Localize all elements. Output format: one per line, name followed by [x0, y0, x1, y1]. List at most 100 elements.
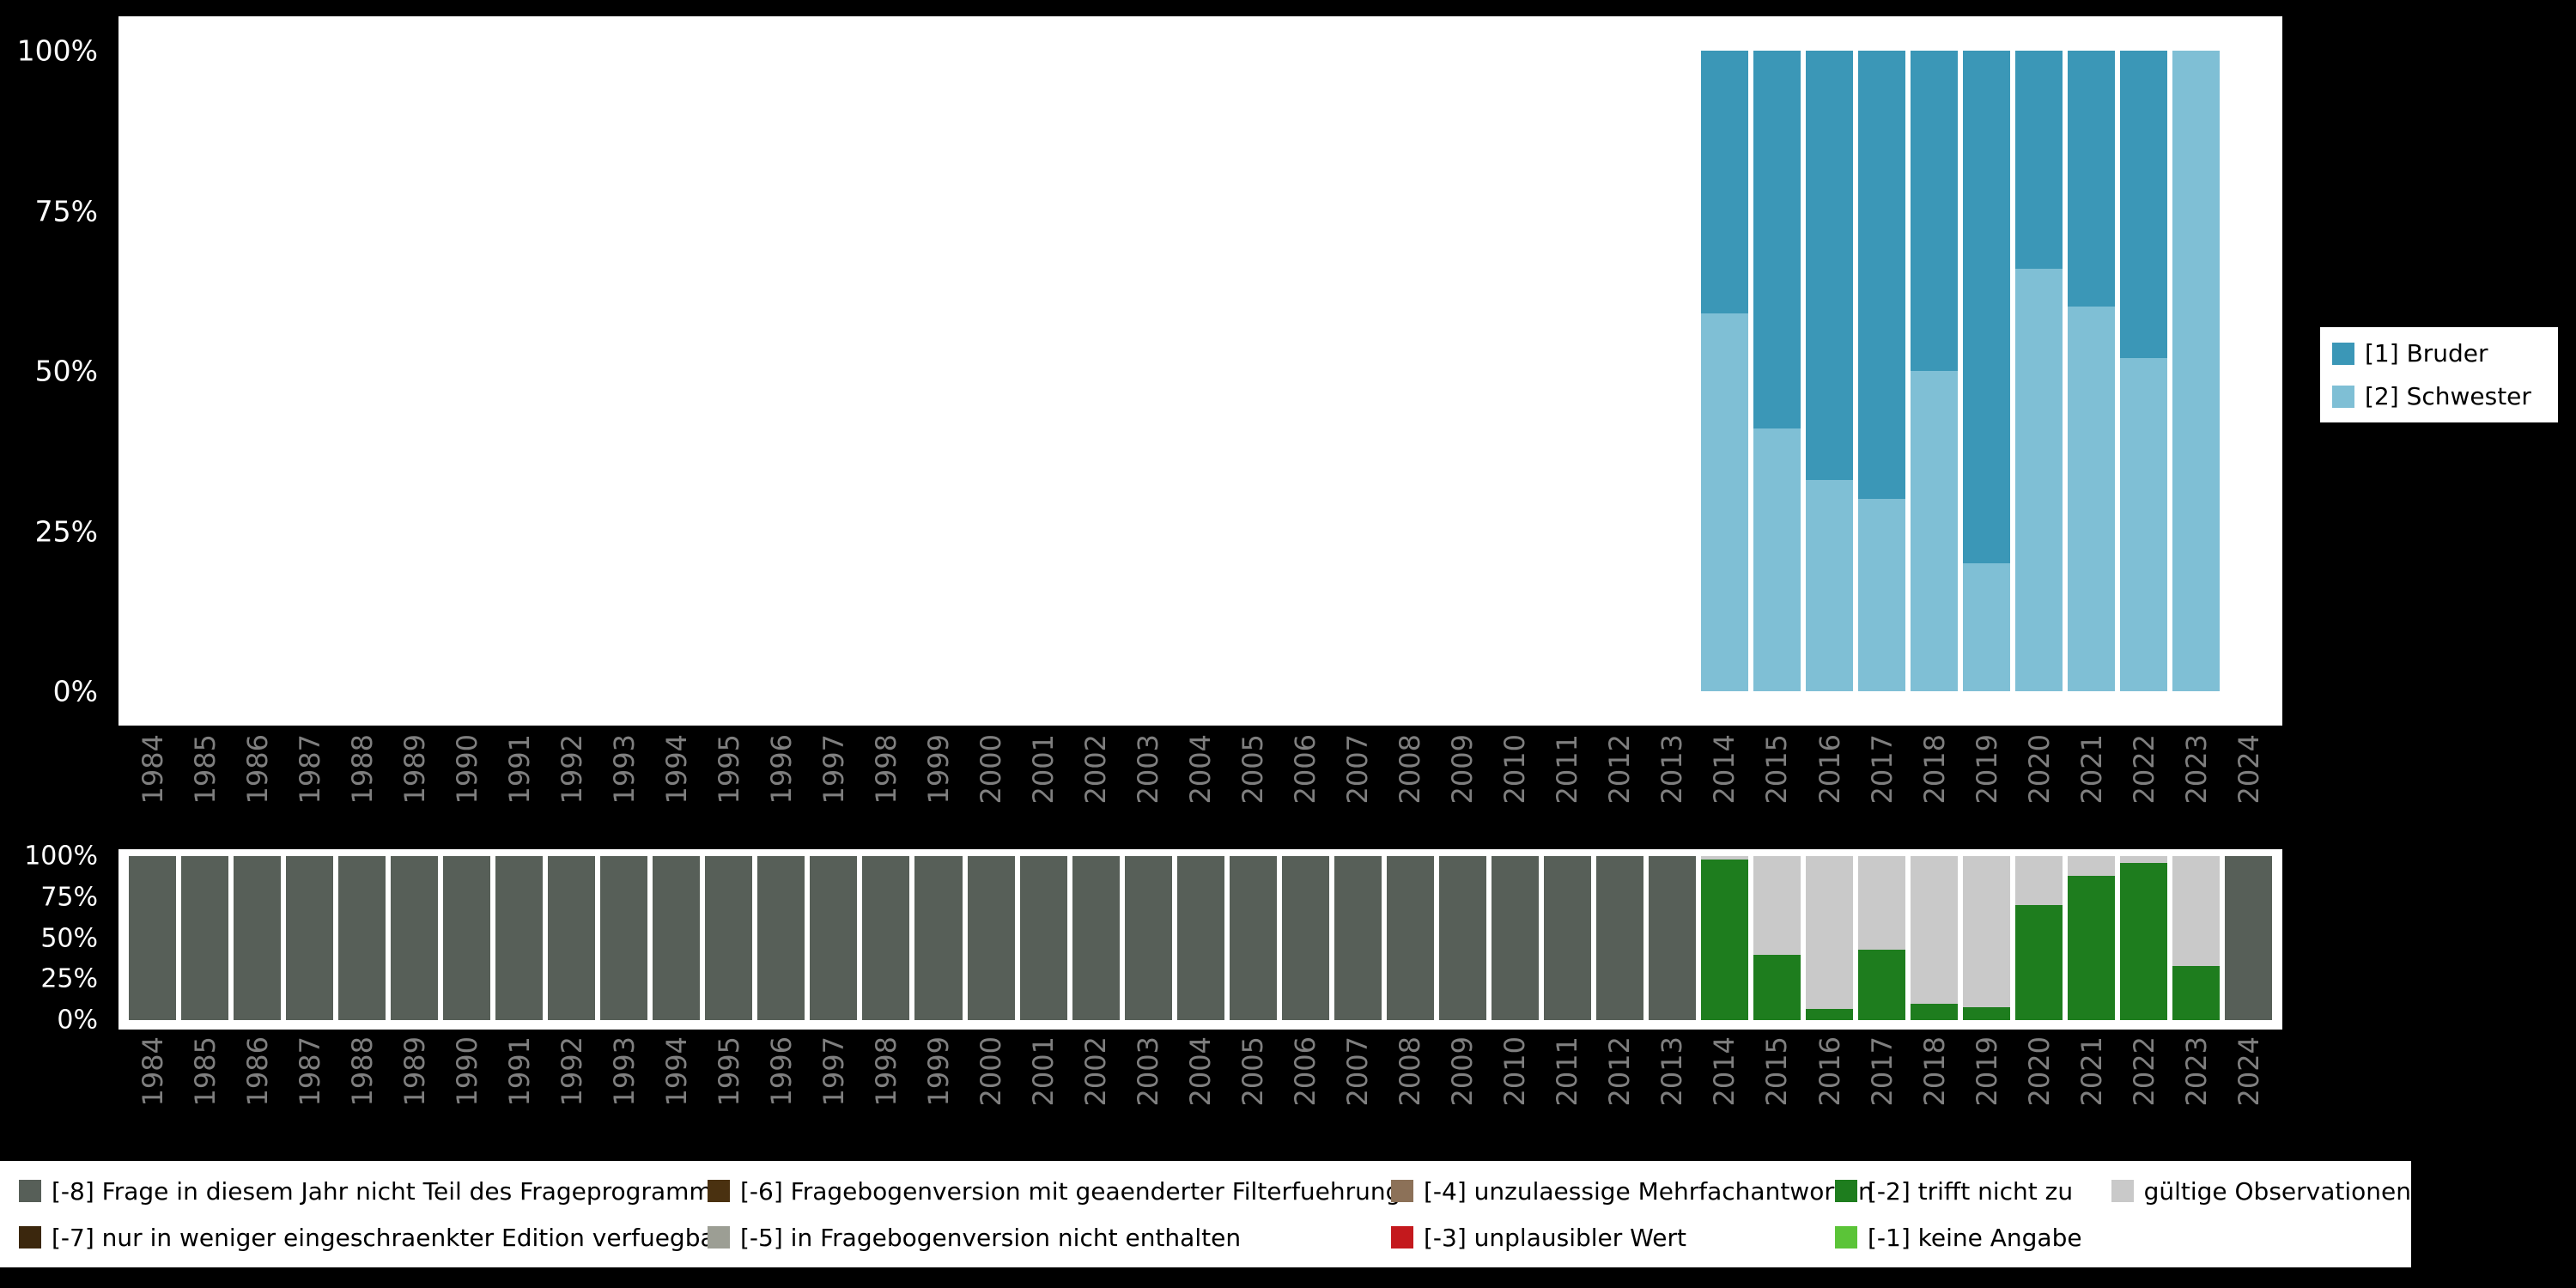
legend-column-2: [-6] Fragebogenversion mit geaenderter F…	[708, 1173, 1400, 1255]
legend-swatch-m8	[19, 1180, 41, 1202]
x-tick-2011: 2011	[1544, 731, 1591, 851]
bar-1989	[391, 856, 439, 1020]
bar-2017	[1858, 51, 1906, 691]
bar-1985	[181, 51, 228, 691]
legend-label: [-4] unzulaessige Mehrfachantworten	[1424, 1176, 1874, 1206]
legend-column-5: gültige Observationen	[2111, 1173, 2411, 1209]
year-label: 2007	[1341, 1036, 1375, 1107]
x-tick-2007: 2007	[1334, 731, 1382, 851]
bar-1988	[338, 51, 386, 691]
bar-2021	[2068, 51, 2116, 691]
bar-2017	[1858, 856, 1906, 1020]
year-label: 2004	[1184, 734, 1218, 805]
x-tick-1999: 1999	[914, 1033, 962, 1153]
bar-2012	[1595, 856, 1643, 1020]
bar-1999	[914, 51, 962, 691]
year-label: 2019	[1970, 1036, 2003, 1107]
y-axis-tick-label: 75%	[40, 882, 98, 913]
bar-2023	[2172, 856, 2221, 1020]
year-label: 2019	[1970, 734, 2003, 805]
bar-segment-gueltige-observationen	[1963, 856, 2011, 1007]
x-tick-1998: 1998	[862, 1033, 909, 1153]
bar-segment-nicht-teil-des-frageprogramms	[338, 856, 386, 1020]
y-axis-tick-label: 25%	[40, 963, 98, 994]
bar-segment-schwester	[1911, 371, 1959, 691]
bar-2024	[2225, 856, 2273, 1020]
bar-segment-gueltige-observationen	[2068, 856, 2116, 876]
x-tick-2019: 2019	[1963, 1033, 2010, 1153]
bar-segment-trifft-nicht-zu	[1753, 954, 1801, 1020]
bar-2006	[1281, 856, 1329, 1020]
bar-2009	[1438, 856, 1486, 1020]
bar-2022	[2120, 856, 2168, 1020]
year-label: 1990	[450, 734, 483, 805]
year-label: 1988	[345, 1036, 379, 1107]
bar-segment-nicht-teil-des-frageprogramms	[391, 856, 439, 1020]
legend-item: [-7] nur in weniger eingeschraenkter Edi…	[19, 1219, 725, 1255]
bar-1995	[705, 51, 752, 691]
x-tick-1984: 1984	[129, 1033, 176, 1153]
year-label: 1996	[764, 734, 798, 805]
bar-segment-schwester	[1753, 428, 1801, 691]
x-tick-2016: 2016	[1806, 1033, 1853, 1153]
y-axis-tick-label: 50%	[40, 923, 98, 953]
bar-segment-nicht-teil-des-frageprogramms	[914, 856, 963, 1020]
year-label: 2014	[1708, 1036, 1741, 1107]
x-tick-2002: 2002	[1072, 1033, 1120, 1153]
year-label: 1987	[293, 734, 326, 805]
bar-segment-nicht-teil-des-frageprogramms	[1648, 856, 1696, 1020]
bar-segment-nicht-teil-des-frageprogramms	[548, 856, 596, 1020]
year-label: 2011	[1551, 734, 1584, 805]
year-label: 2021	[2075, 734, 2108, 805]
bar-2012	[1596, 51, 1643, 691]
bar-2002	[1072, 856, 1120, 1020]
bar-1984	[129, 856, 177, 1020]
bar-segment-trifft-nicht-zu	[2120, 862, 2168, 1020]
bar-segment-trifft-nicht-zu	[1700, 859, 1748, 1020]
year-label: 1997	[817, 734, 850, 805]
bar-1991	[495, 856, 544, 1020]
year-label: 2010	[1498, 734, 1532, 805]
year-label: 2013	[1656, 734, 1689, 805]
bar-1984	[129, 51, 176, 691]
year-label: 2017	[1865, 734, 1899, 805]
x-tick-2015: 2015	[1753, 1033, 1801, 1153]
legend-swatch-valid	[2111, 1180, 2134, 1202]
x-tick-1987: 1987	[286, 1033, 333, 1153]
year-label: 2005	[1236, 1036, 1270, 1107]
year-label: 2000	[975, 734, 1008, 805]
x-tick-1995: 1995	[705, 731, 752, 851]
bar-segment-nicht-teil-des-frageprogramms	[1176, 856, 1224, 1020]
x-tick-2000: 2000	[968, 1033, 1015, 1153]
x-tick-1990: 1990	[443, 1033, 490, 1153]
x-tick-2023: 2023	[2172, 731, 2220, 851]
bar-2016	[1806, 51, 1854, 691]
bar-2020	[2015, 51, 2063, 691]
bar-2001	[1019, 856, 1067, 1020]
x-tick-2010: 2010	[1492, 1033, 1539, 1153]
year-label: 2015	[1760, 1036, 1794, 1107]
year-label: 1985	[188, 1036, 222, 1107]
bar-1996	[757, 51, 805, 691]
bar-1998	[862, 51, 909, 691]
year-label: 2016	[1813, 1036, 1846, 1107]
year-label: 2010	[1498, 1036, 1532, 1107]
bar-segment-gueltige-observationen	[1911, 856, 1959, 1004]
bar-2005	[1229, 856, 1277, 1020]
year-label: 2012	[1603, 1036, 1637, 1107]
x-tick-1985: 1985	[181, 1033, 228, 1153]
year-label: 2023	[2179, 1036, 2213, 1107]
legend-swatch-m3	[1391, 1226, 1413, 1249]
bar-2007	[1334, 856, 1382, 1020]
x-tick-2024: 2024	[2225, 731, 2272, 851]
bar-segment-nicht-teil-des-frageprogramms	[1334, 856, 1382, 1020]
year-label: 1999	[921, 1036, 955, 1107]
bar-segment-nicht-teil-des-frageprogramms	[1229, 856, 1277, 1020]
year-label: 2011	[1551, 1036, 1584, 1107]
year-label: 2024	[2232, 1036, 2265, 1107]
year-label: 2009	[1446, 1036, 1479, 1107]
year-label: 1992	[555, 734, 588, 805]
year-label: 2022	[2127, 734, 2160, 805]
legend-item: [-6] Fragebogenversion mit geaenderter F…	[708, 1173, 1400, 1209]
x-tick-2001: 2001	[1020, 731, 1067, 851]
